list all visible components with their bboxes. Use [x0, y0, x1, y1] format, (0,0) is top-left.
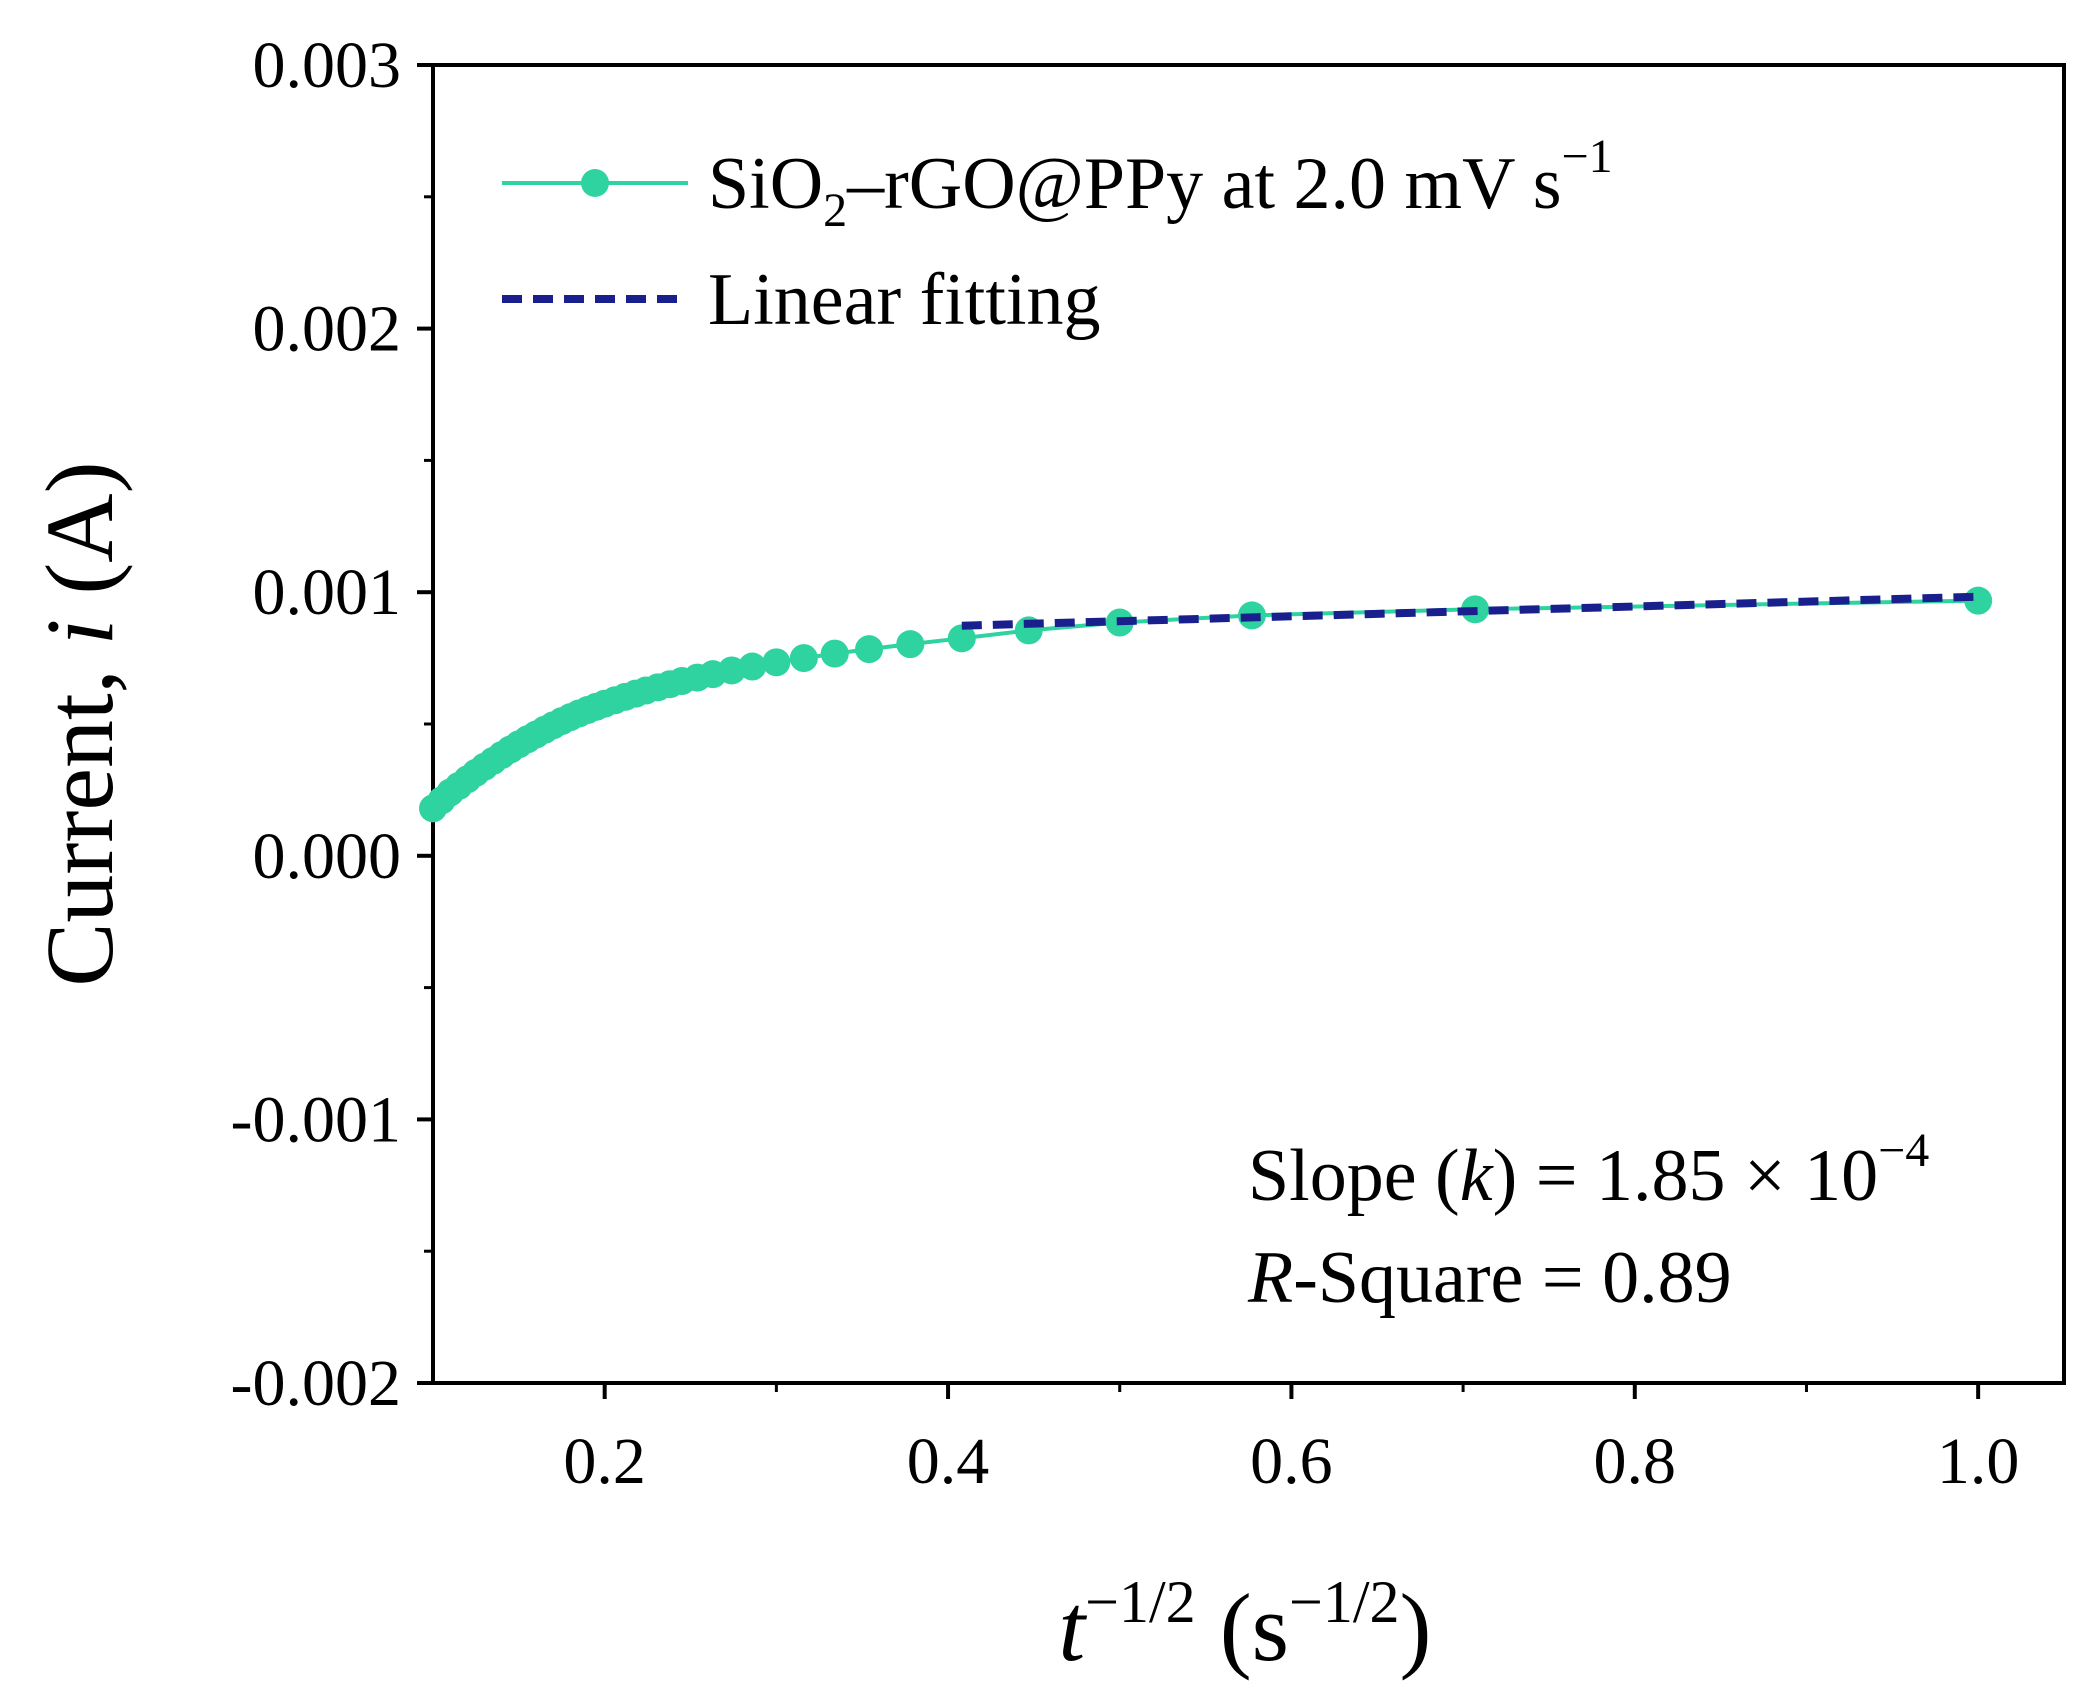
data-point: [738, 652, 767, 681]
y-tick-label: 0.000: [253, 820, 402, 893]
series-group: [419, 586, 1993, 823]
legend: SiO2–rGO@PPy at 2.0 mV s−1 Linear fittin…: [502, 130, 1613, 341]
x-tick-label: 0.8: [1594, 1425, 1677, 1498]
r-square-text: R-Square = 0.89: [1247, 1237, 1732, 1319]
x-axis-title: t−1/2 (s−1/2): [1059, 1569, 1432, 1681]
y-tick-label: 0.001: [253, 556, 402, 629]
axis-tick-labels: 0.2 0.4 0.6 0.8 1.0 -0.002 -0.001 0.000 0.001 0.0…: [231, 29, 2020, 1498]
y-axis-title: Current, i (A): [26, 461, 133, 986]
x-tick-label: 1.0: [1937, 1425, 2020, 1498]
x-tick-label: 0.6: [1250, 1425, 1333, 1498]
data-point: [762, 648, 791, 677]
slope-text: Slope (k) = 1.85 × 10−4: [1248, 1124, 1929, 1217]
legend-label-fit: Linear fitting: [708, 259, 1100, 341]
y-tick-label: -0.002: [231, 1347, 401, 1420]
data-point: [896, 630, 925, 659]
data-point: [789, 644, 818, 673]
y-tick-label: 0.003: [253, 29, 402, 102]
axis-ticks: [417, 63, 1981, 1399]
series-line-0: [431, 598, 1979, 810]
legend-label-series: SiO2–rGO@PPy at 2.0 mV s−1: [708, 130, 1613, 237]
data-point: [947, 624, 976, 653]
x-tick-label: 0.2: [563, 1425, 646, 1498]
data-point: [820, 639, 849, 668]
x-tick-label: 0.4: [907, 1425, 990, 1498]
y-tick-label: 0.002: [253, 293, 402, 366]
data-point: [855, 635, 884, 664]
fit-line: [961, 592, 1979, 630]
y-tick-label: -0.001: [231, 1083, 401, 1156]
fit-annotation: Slope (k) = 1.85 × 10−4 R-Square = 0.89: [1247, 1124, 1929, 1319]
legend-swatch-series-marker: [581, 169, 609, 197]
